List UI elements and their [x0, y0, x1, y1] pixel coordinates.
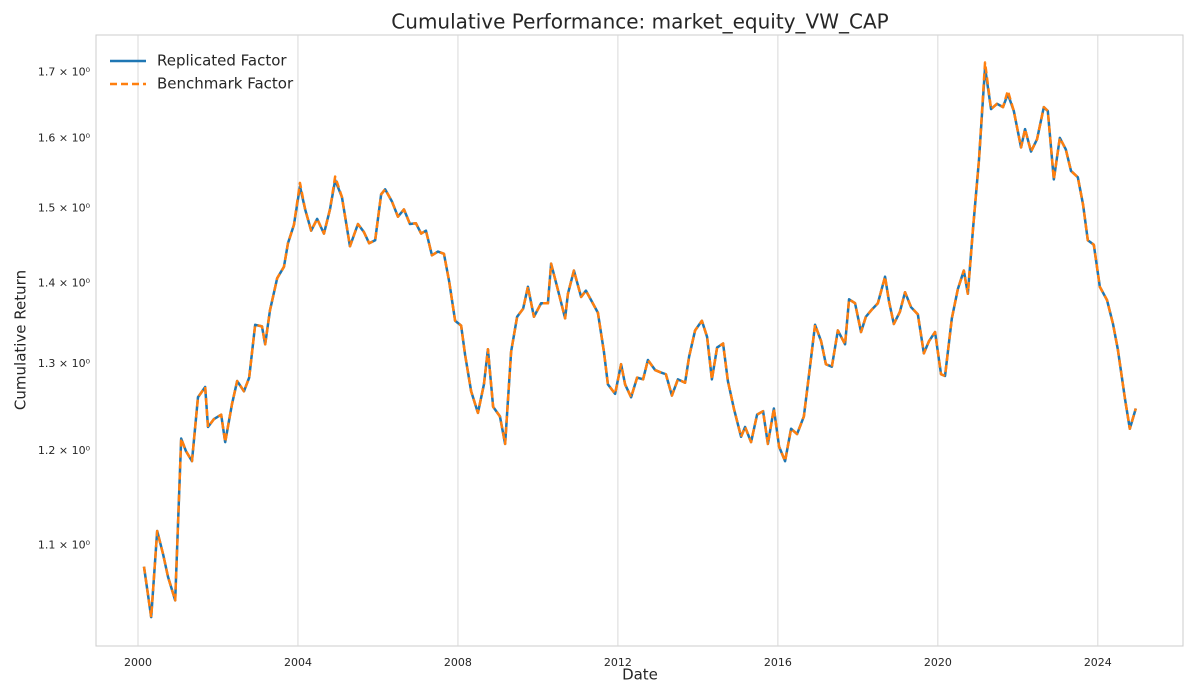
x-tick-label: 2024: [1084, 656, 1112, 669]
y-tick-label: 1.6 × 10⁰: [38, 132, 91, 145]
x-axis-label: Date: [622, 666, 658, 684]
plot-frame: [95, 34, 1184, 647]
x-tick-label: 2012: [604, 656, 632, 669]
y-tick-label: 1.7 × 10⁰: [38, 66, 91, 79]
y-tick-label: 1.3 × 10⁰: [38, 357, 91, 370]
y-tick-label: 1.2 × 10⁰: [38, 444, 91, 457]
legend-label: Benchmark Factor: [157, 75, 294, 93]
x-tick-label: 2008: [444, 656, 472, 669]
x-tick-label: 2016: [764, 656, 792, 669]
legend: Replicated Factor Benchmark Factor: [110, 52, 294, 93]
y-tick-label: 1.1 × 10⁰: [38, 539, 91, 552]
x-tick-label: 2020: [924, 656, 952, 669]
x-tick-label: 2000: [124, 656, 152, 669]
line-series: [142, 61, 1138, 619]
chart-title: Cumulative Performance: market_equity_VW…: [391, 10, 888, 34]
y-tick-label: 1.4 × 10⁰: [38, 277, 91, 290]
y-tick-label: 1.5 × 10⁰: [38, 202, 91, 215]
legend-label: Replicated Factor: [157, 52, 287, 70]
x-tick-label: 2004: [284, 656, 312, 669]
y-axis-label: Cumulative Return: [12, 270, 30, 410]
